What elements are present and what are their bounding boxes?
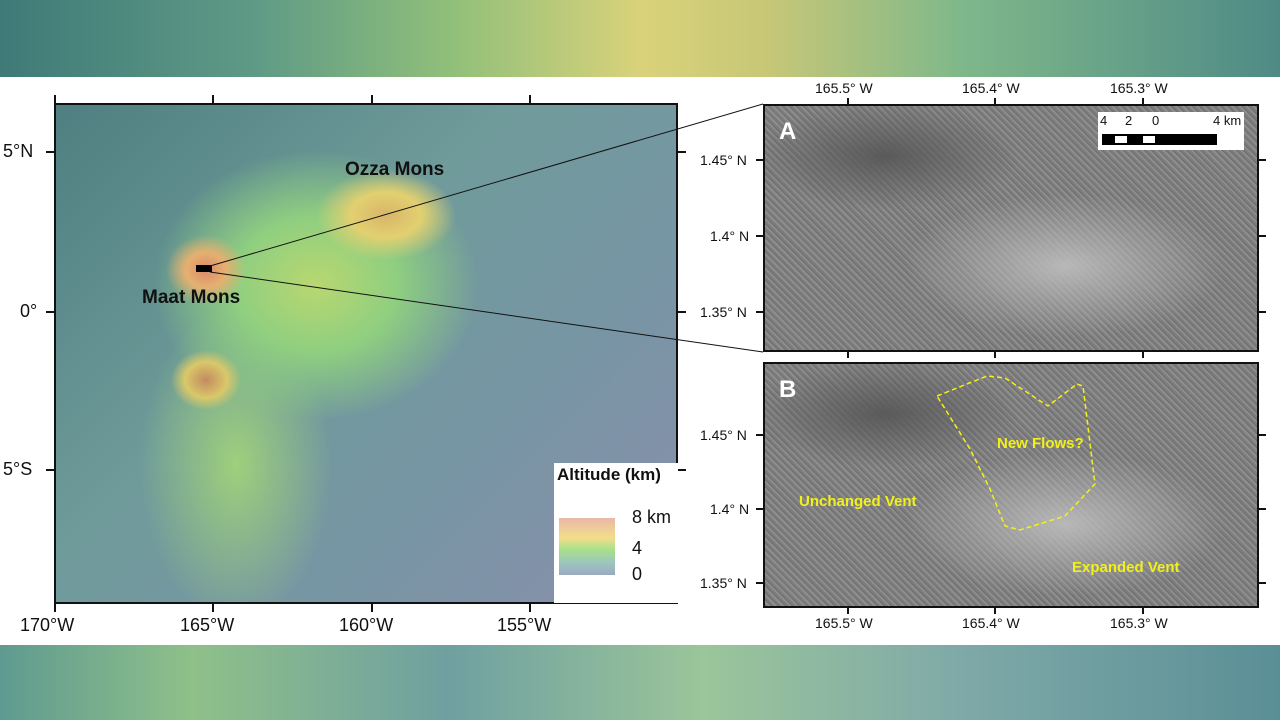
y-tick-label: 1.45° N	[700, 427, 747, 443]
x-tick-label: 165.3° W	[1110, 615, 1168, 631]
x-tick-label: 165.3° W	[1110, 80, 1168, 96]
x-tick-label: 165.5° W	[815, 615, 873, 631]
legend-title: Altitude (km)	[557, 465, 661, 484]
altitude-legend: Altitude (km) 8 km 4 0	[554, 463, 678, 603]
blurred-background-top	[0, 0, 1280, 77]
y-tick-label: 5°S	[3, 459, 33, 479]
y-tick-label: 1.35° N	[700, 575, 747, 591]
legend-value: 4	[632, 538, 643, 558]
scale-bar: 4 2 0 4 km	[1098, 112, 1244, 150]
panel-label: B	[779, 376, 797, 403]
x-tick-label: 165.4° W	[962, 615, 1020, 631]
ozza-mons-label: Ozza Mons	[345, 159, 445, 180]
study-area-marker	[196, 265, 212, 272]
x-tick-label: 165.5° W	[815, 80, 873, 96]
x-tick-label: 155°W	[497, 615, 552, 635]
maat-mons-label: Maat Mons	[142, 287, 241, 308]
x-tick-label: 165°W	[180, 615, 235, 635]
blurred-background-bottom	[0, 645, 1280, 720]
legend-value: 8 km	[632, 507, 672, 527]
y-tick-label: 1.45° N	[700, 152, 747, 168]
scale-label: 4 km	[1213, 113, 1242, 128]
legend-value: 0	[632, 564, 643, 584]
radar-panel-a: A 4 2 0 4 km	[763, 104, 1259, 352]
x-tick-label: 170°W	[20, 615, 75, 635]
y-tick-label: 5°N	[3, 141, 34, 161]
new-flows-annotation: New Flows?	[997, 435, 1084, 452]
y-tick-label: 1.35° N	[700, 304, 747, 320]
radar-panel-b: B New Flows? Unchanged Vent Expanded Ven…	[763, 362, 1259, 608]
y-tick-label: 1.4° N	[710, 501, 750, 517]
x-tick-label: 165.4° W	[962, 80, 1020, 96]
scale-label: 4	[1100, 113, 1108, 128]
y-tick-label: 0°	[20, 301, 38, 321]
unchanged-vent-annotation: Unchanged Vent	[799, 493, 917, 510]
legend-colorbar	[559, 518, 615, 575]
scale-label: 2	[1125, 113, 1133, 128]
y-tick-label: 1.4° N	[710, 228, 750, 244]
panel-label: A	[779, 118, 797, 145]
x-tick-label: 160°W	[339, 615, 394, 635]
scale-label: 0	[1152, 113, 1160, 128]
expanded-vent-annotation: Expanded Vent	[1072, 559, 1180, 576]
new-flows-outline	[935, 375, 1096, 531]
